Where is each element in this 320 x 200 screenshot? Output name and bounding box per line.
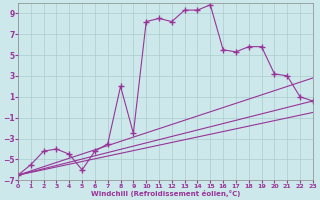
X-axis label: Windchill (Refroidissement éolien,°C): Windchill (Refroidissement éolien,°C) bbox=[91, 190, 240, 197]
